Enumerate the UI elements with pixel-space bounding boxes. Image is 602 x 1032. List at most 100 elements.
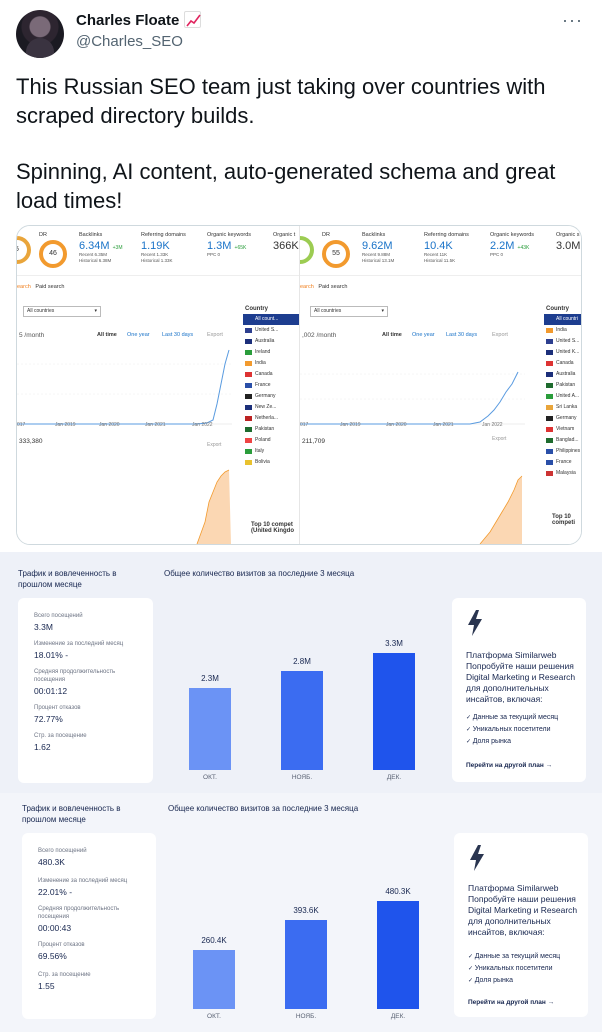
country-row[interactable]: Germany <box>544 413 581 424</box>
search-tabs: earch Paid search <box>300 284 347 290</box>
refdomains-metric: Referring domains 10.4K Recent 11K Histo… <box>424 232 469 263</box>
country-row[interactable]: United K... <box>544 347 581 358</box>
country-row[interactable]: Italy <box>243 446 301 457</box>
country-row[interactable]: Pakistan <box>243 424 301 435</box>
country-row[interactable]: United S... <box>243 325 301 336</box>
country-row[interactable]: Ireland <box>243 347 301 358</box>
country-row[interactable]: Australia <box>544 369 581 380</box>
country-row[interactable]: Malaysia <box>544 468 581 479</box>
visits-bar[interactable] <box>189 688 231 770</box>
promo-list: Данные за текущий месяц Уникальных посет… <box>466 712 558 748</box>
avatar[interactable] <box>16 10 64 58</box>
second-chart-value: 211,709 <box>302 438 326 445</box>
time-30-days[interactable]: Last 30 days <box>446 332 478 338</box>
bar-category-label: ОКТ. <box>203 774 217 781</box>
bounce-label: Процент отказов <box>38 942 85 948</box>
time-one-year[interactable]: One year <box>127 332 150 338</box>
bar-value-label: 2.8M <box>293 657 311 666</box>
tab-organic[interactable]: earch <box>17 284 31 290</box>
time-all[interactable]: All time <box>97 332 117 338</box>
more-dots-icon[interactable]: ··· <box>562 10 583 30</box>
country-row[interactable]: Bolivia <box>243 457 301 468</box>
pages-value: 1.55 <box>38 981 55 991</box>
traffic-line-chart <box>300 371 525 425</box>
tweet-media[interactable]: 5 DR 46 Backlinks 6.34M +3M Recent 6.35M… <box>16 225 582 545</box>
lightning-icon <box>468 610 482 636</box>
export-button[interactable]: Export <box>492 332 508 338</box>
country-row[interactable]: All countri <box>544 314 581 325</box>
metric-bar: DR 55 Backlinks 9.62M Recent 9.88M Histo… <box>300 230 581 276</box>
bar-value-label: 480.3K <box>385 887 411 896</box>
country-row[interactable]: Germany <box>243 391 301 402</box>
bar-category-label: ДЕК. <box>386 774 402 781</box>
ahrefs-screenshot-left: 5 DR 46 Backlinks 6.34M +3M Recent 6.35M… <box>17 226 301 544</box>
engagement-heading: Трафик и вовлеченность в прошлом месяце <box>18 569 117 589</box>
similarweb-promo: Платформа Similarweb Попробуйте наши реш… <box>452 598 586 782</box>
visits-bar[interactable] <box>373 653 415 770</box>
bounce-label: Процент отказов <box>34 705 81 711</box>
export-button-2[interactable]: Export <box>207 442 222 448</box>
country-row[interactable]: Australia <box>243 336 301 347</box>
country-row[interactable]: Philippines <box>544 446 581 457</box>
similarweb-panel-2: Трафик и вовлеченность в прошлом месяце … <box>0 793 602 1032</box>
bar-value-label: 393.6K <box>293 906 319 915</box>
refdomains-metric: Referring domains 1.19K Recent 1.33K His… <box>141 232 186 263</box>
country-row[interactable]: Canada <box>544 358 581 369</box>
duration-label: Средняя продолжительность посещения <box>38 906 120 920</box>
country-row[interactable]: Pakistan <box>544 380 581 391</box>
engagement-card: Всего посещений 480.3K Изменение за посл… <box>22 833 156 1019</box>
time-all[interactable]: All time <box>382 332 402 338</box>
tab-paid[interactable]: Paid search <box>318 284 348 290</box>
author-name[interactable]: Charles Floate <box>76 12 180 29</box>
organic-kw-metric: Organic keywords 1.3M +65K PPC 0 <box>207 232 252 257</box>
chart-increasing-icon <box>184 11 201 28</box>
time-30-days[interactable]: Last 30 days <box>162 332 194 338</box>
backlinks-metric: Backlinks 9.62M Recent 9.88M Historical … <box>362 232 395 263</box>
tab-organic[interactable]: earch <box>300 284 314 290</box>
country-row[interactable]: Banglad... <box>544 435 581 446</box>
country-row[interactable]: United A... <box>544 391 581 402</box>
visits-bar[interactable] <box>281 671 323 770</box>
country-row[interactable]: Sri Lanka <box>544 402 581 413</box>
metric-bar: 5 DR 46 Backlinks 6.34M +3M Recent 6.35M… <box>17 230 301 276</box>
country-row[interactable]: France <box>243 380 301 391</box>
change-value: 18.01% - <box>34 650 69 660</box>
country-row[interactable]: India <box>243 358 301 369</box>
country-row[interactable]: All count... <box>243 314 301 325</box>
promo-item: Данные за текущий месяц <box>466 712 558 724</box>
visits-bar[interactable] <box>377 901 419 1009</box>
bar-value-label: 3.3M <box>385 639 403 648</box>
ur-gauge: 5 <box>17 236 31 264</box>
upgrade-link[interactable]: Перейти на другой план → <box>466 762 553 769</box>
country-panel: Country All count... United S... Austral… <box>243 304 301 468</box>
country-row[interactable]: Netherla... <box>243 413 301 424</box>
similarweb-panel-1: Трафик и вовлеченность в прошлом месяце … <box>0 552 602 793</box>
traffic-line-chart <box>17 349 232 425</box>
country-row[interactable]: India <box>544 325 581 336</box>
top10-competitors: Top 10 competi <box>552 514 576 526</box>
country-row[interactable]: France <box>544 457 581 468</box>
country-row[interactable]: New Ze... <box>243 402 301 413</box>
export-button[interactable]: Export <box>207 332 223 338</box>
upgrade-link[interactable]: Перейти на другой план → <box>468 999 555 1006</box>
promo-text: Платформа Similarweb Попробуйте наши реш… <box>466 650 576 704</box>
promo-item: Доля рынка <box>466 736 558 748</box>
visits-chart-title: Общее количество визитов за последние 3 … <box>168 804 359 813</box>
country-dropdown[interactable]: All countries ▾ <box>23 306 101 317</box>
backlinks-metric: Backlinks 6.34M +3M Recent 6.35M Histori… <box>79 232 123 263</box>
tab-paid[interactable]: Paid search <box>35 284 65 290</box>
country-row[interactable]: Canada <box>243 369 301 380</box>
promo-item: Уникальных посетители <box>466 724 558 736</box>
visits-bar[interactable] <box>285 920 327 1009</box>
author-handle[interactable]: @Charles_SEO <box>76 33 183 50</box>
time-one-year[interactable]: One year <box>412 332 435 338</box>
export-button-2[interactable]: Export <box>492 436 507 442</box>
lightning-icon <box>470 845 484 871</box>
country-row[interactable]: United S... <box>544 336 581 347</box>
visits-bar[interactable] <box>193 950 235 1009</box>
dr-gauge: 46 <box>39 240 67 268</box>
country-row[interactable]: Vietnam <box>544 424 581 435</box>
country-row[interactable]: Poland <box>243 435 301 446</box>
country-dropdown[interactable]: All countries ▾ <box>310 306 388 317</box>
organic-traffic-metric: Organic t 366K <box>273 232 299 252</box>
